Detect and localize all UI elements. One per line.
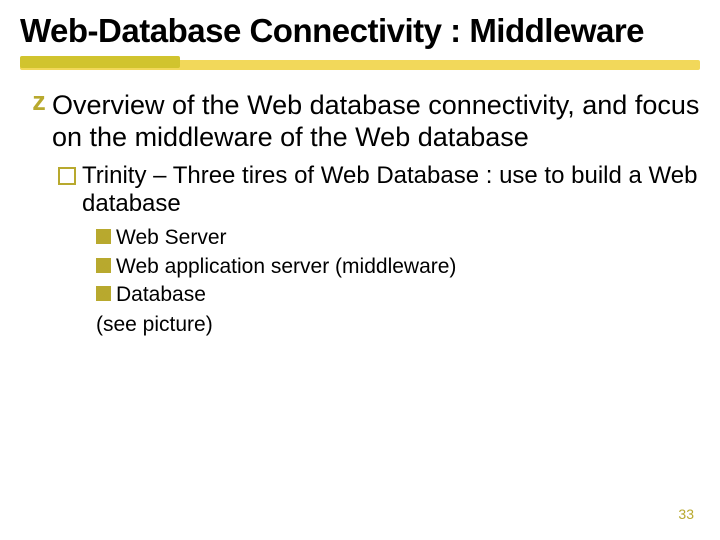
y-bullet-icon [58,167,76,185]
slide: Web-Database Connectivity : Middleware z… [0,0,720,540]
x-bullet-icon [96,286,111,301]
tier2-text: Web application server (middleware) [116,254,456,280]
page-number: 33 [678,506,694,522]
bullet-trinity: Trinity – Three tires of Web Database : … [58,162,700,220]
slide-title: Web-Database Connectivity : Middleware [20,12,700,50]
x-bullet-icon [96,229,111,244]
see-picture-text: (see picture) [96,312,700,338]
bullet-tier-database: Database [96,282,700,308]
bullet-tier-appserver: Web application server (middleware) [96,254,700,280]
title-underline [20,56,700,72]
bullet-overview: z Overview of the Web database connectiv… [28,90,700,154]
overview-text: Overview of the Web database connectivit… [52,90,700,154]
underline-front [20,56,180,68]
z-bullet-icon: z [28,90,50,112]
trinity-text: Trinity – Three tires of Web Database : … [82,162,700,220]
tier3-text: Database [116,282,206,308]
tier1-text: Web Server [116,225,227,251]
bullet-tier-webserver: Web Server [96,225,700,251]
x-bullet-icon [96,258,111,273]
